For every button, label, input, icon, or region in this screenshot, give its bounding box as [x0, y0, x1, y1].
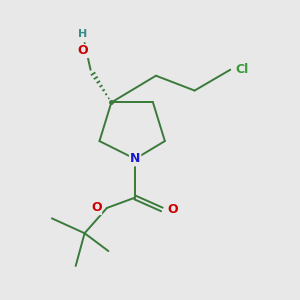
- Text: H: H: [79, 28, 88, 38]
- Text: O: O: [167, 203, 178, 216]
- Text: Cl: Cl: [236, 63, 249, 76]
- Text: O: O: [78, 44, 88, 58]
- Text: N: N: [130, 152, 140, 165]
- Text: O: O: [91, 202, 102, 214]
